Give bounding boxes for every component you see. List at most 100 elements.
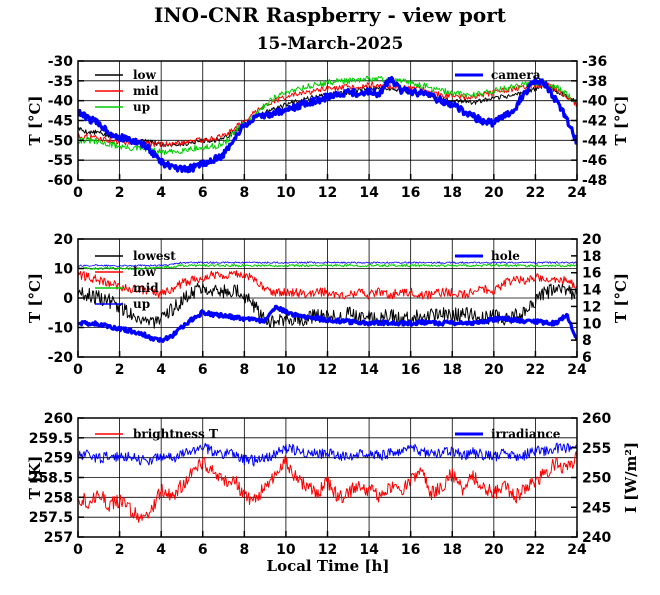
x-tick-label: 22 bbox=[526, 362, 545, 378]
y2-tick-label: 10 bbox=[582, 316, 602, 332]
series-line-up bbox=[78, 75, 577, 155]
y-tick-label: 259 bbox=[44, 451, 73, 467]
legend-label: lowest bbox=[133, 249, 176, 263]
y2-tick-label: -44 bbox=[582, 133, 608, 149]
x-tick-label: 24 bbox=[567, 362, 587, 378]
x-tick-label: 4 bbox=[156, 362, 166, 378]
x-tick-label: 6 bbox=[198, 362, 208, 378]
series-group bbox=[78, 442, 577, 523]
x-tick-label: 12 bbox=[318, 542, 337, 558]
y2-tick-label: 14 bbox=[582, 283, 602, 299]
series-line-low bbox=[78, 270, 577, 300]
x-tick-label: 20 bbox=[484, 542, 504, 558]
series-line-mid bbox=[78, 263, 577, 271]
x-tick-label: 6 bbox=[198, 185, 208, 201]
x-tick-label: 2 bbox=[115, 185, 125, 201]
x-tick-label: 0 bbox=[73, 542, 83, 558]
y2-tick-label: -36 bbox=[582, 54, 607, 70]
y2-tick-label: -40 bbox=[582, 94, 608, 110]
x-tick-label: 4 bbox=[156, 542, 166, 558]
y-tick-label: 258 bbox=[44, 490, 73, 506]
y2-tick-label: -46 bbox=[582, 153, 607, 169]
x-tick-label: 22 bbox=[526, 185, 545, 201]
legend-label: low bbox=[133, 68, 157, 82]
y2-tick-label: 245 bbox=[582, 500, 611, 516]
series-line-irradiance bbox=[78, 442, 577, 467]
x-tick-label: 2 bbox=[115, 362, 125, 378]
y2-tick-label: 260 bbox=[582, 411, 611, 427]
y-tick-label: -40 bbox=[48, 94, 74, 110]
x-tick-label: 0 bbox=[73, 185, 83, 201]
y2-axis-label: T [°C] bbox=[612, 95, 630, 145]
y-tick-label: -45 bbox=[48, 114, 73, 130]
x-tick-label: 22 bbox=[526, 542, 545, 558]
series-group bbox=[78, 75, 577, 174]
y2-tick-label: 8 bbox=[582, 333, 592, 349]
x-tick-label: 8 bbox=[239, 362, 249, 378]
x-tick-label: 4 bbox=[156, 185, 166, 201]
y2-tick-label: 20 bbox=[582, 232, 602, 248]
y2-tick-label: 18 bbox=[582, 249, 601, 265]
y-tick-label: -10 bbox=[48, 321, 74, 337]
x-tick-label: 16 bbox=[401, 362, 420, 378]
legend-label: mid bbox=[133, 84, 159, 98]
x-tick-label: 18 bbox=[443, 185, 462, 201]
x-tick-label: 12 bbox=[318, 185, 337, 201]
y2-tick-label: 250 bbox=[582, 471, 611, 487]
y-tick-label: 0 bbox=[63, 291, 73, 307]
x-tick-label: 14 bbox=[359, 362, 379, 378]
x-tick-label: 16 bbox=[401, 542, 420, 558]
x-tick-label: 24 bbox=[567, 185, 587, 201]
y2-tick-label: -48 bbox=[582, 173, 607, 189]
y-tick-label: 259.5 bbox=[29, 431, 73, 447]
series-group bbox=[78, 261, 577, 343]
legend-label: irradiance bbox=[491, 427, 561, 441]
x-tick-label: 18 bbox=[443, 362, 462, 378]
x-tick-label: 16 bbox=[401, 185, 420, 201]
y2-tick-label: 240 bbox=[582, 530, 611, 546]
x-tick-label: 8 bbox=[239, 185, 249, 201]
x-tick-label: 24 bbox=[567, 542, 587, 558]
y2-tick-label: 12 bbox=[582, 299, 601, 315]
x-tick-label: 0 bbox=[73, 362, 83, 378]
x-tick-label: 18 bbox=[443, 542, 462, 558]
x-tick-label: 10 bbox=[276, 542, 296, 558]
x-tick-label: 6 bbox=[198, 542, 208, 558]
y-axis-label: T [K] bbox=[26, 456, 44, 500]
x-tick-label: 14 bbox=[359, 542, 379, 558]
y-axis-label: T [°C] bbox=[26, 95, 44, 145]
y2-axis-label: I [W/m²] bbox=[622, 442, 640, 513]
y2-tick-label: 255 bbox=[582, 441, 611, 457]
y-tick-label: 10 bbox=[54, 262, 74, 278]
series-line-hole bbox=[78, 304, 577, 343]
y-tick-label: -60 bbox=[48, 173, 74, 189]
x-axis-label: Local Time [h] bbox=[267, 557, 390, 575]
legend-label: brightness T bbox=[133, 427, 218, 441]
series-line-up bbox=[78, 261, 577, 267]
x-tick-label: 10 bbox=[276, 362, 296, 378]
page-date: 15-March-2025 bbox=[257, 34, 404, 54]
x-tick-label: 10 bbox=[276, 185, 296, 201]
legend-label: up bbox=[133, 100, 150, 114]
series-line-mid bbox=[78, 81, 577, 148]
legend-label: up bbox=[133, 297, 150, 311]
y2-tick-label: 16 bbox=[582, 266, 601, 282]
series-line-brightness-t bbox=[78, 451, 577, 523]
legend-label: hole bbox=[491, 249, 520, 263]
page-title: INO-CNR Raspberry - view port bbox=[154, 3, 507, 27]
legend-label: low bbox=[133, 265, 157, 279]
x-tick-label: 8 bbox=[239, 542, 249, 558]
x-tick-label: 14 bbox=[359, 185, 379, 201]
chart-panel-3: 0 2 4 6 8 10 12 14 16 18 20 22 24257257.5258258.5259… bbox=[26, 411, 640, 558]
panels-group: 0 2 4 6 8 10 12 14 16 18 20 22 24-60-55-50-45-40-35-… bbox=[26, 54, 640, 558]
y2-tick-label: -42 bbox=[582, 114, 607, 130]
y-tick-label: -35 bbox=[48, 74, 73, 90]
x-tick-label: 20 bbox=[484, 185, 504, 201]
x-tick-label: 2 bbox=[115, 542, 125, 558]
y-tick-label: -20 bbox=[48, 350, 74, 366]
y-tick-label: 257 bbox=[44, 530, 73, 546]
y-tick-label: 260 bbox=[44, 411, 73, 427]
y2-axis-label: T [°C] bbox=[612, 273, 630, 323]
legend-label: camera bbox=[491, 68, 541, 82]
